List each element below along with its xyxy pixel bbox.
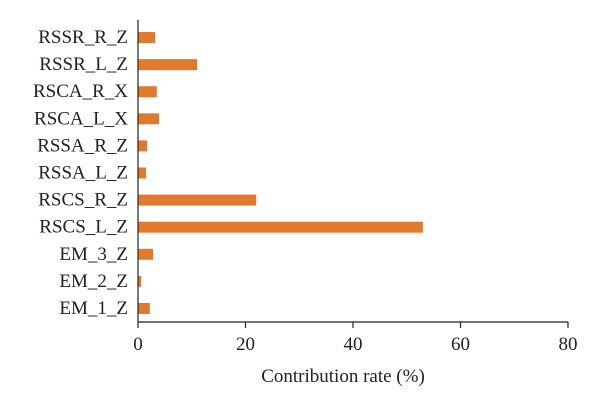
bar-rssa-r-z — [138, 140, 148, 152]
bar-rscs-l-z — [138, 221, 423, 233]
bar-rscs-r-z — [138, 194, 257, 206]
category-label: RSSA_L_Z — [38, 163, 128, 184]
bar-em-3-z — [138, 248, 154, 260]
category-label: EM_3_Z — [59, 244, 128, 265]
category-label: RSCS_R_Z — [38, 190, 128, 211]
bar-rssr-l-z — [138, 59, 198, 71]
category-label: EM_2_Z — [59, 271, 128, 292]
category-label: EM_1_Z — [59, 298, 128, 319]
category-label: RSCA_L_X — [34, 108, 128, 129]
bars-group — [138, 32, 423, 314]
category-label: RSSR_L_Z — [39, 54, 128, 75]
category-label: RSCS_L_Z — [39, 217, 128, 238]
x-tick-label: 60 — [451, 334, 470, 355]
bar-rssa-l-z — [138, 167, 147, 179]
category-label: RSSR_R_Z — [38, 27, 128, 48]
x-tick-label: 0 — [133, 334, 143, 355]
category-label: RSCA_R_X — [33, 81, 128, 102]
category-label: RSSA_R_Z — [37, 135, 128, 156]
bar-em-1-z — [138, 302, 150, 314]
x-tick-label: 80 — [559, 334, 578, 355]
category-labels: RSSR_R_Z RSSR_L_Z RSCA_R_X RSCA_L_X RSSA_R_Z… — [33, 27, 128, 319]
x-tick-label: 20 — [236, 334, 255, 355]
x-axis-title: Contribution rate (%) — [261, 366, 425, 387]
bar-rssr-r-z — [138, 32, 156, 44]
bar-rsca-r-x — [138, 86, 157, 98]
x-axis-ticks: 0 20 40 60 80 — [133, 322, 578, 355]
bar-rsca-l-x — [138, 113, 159, 125]
x-tick-label: 40 — [344, 334, 363, 355]
bar-em-2-z — [138, 275, 142, 287]
